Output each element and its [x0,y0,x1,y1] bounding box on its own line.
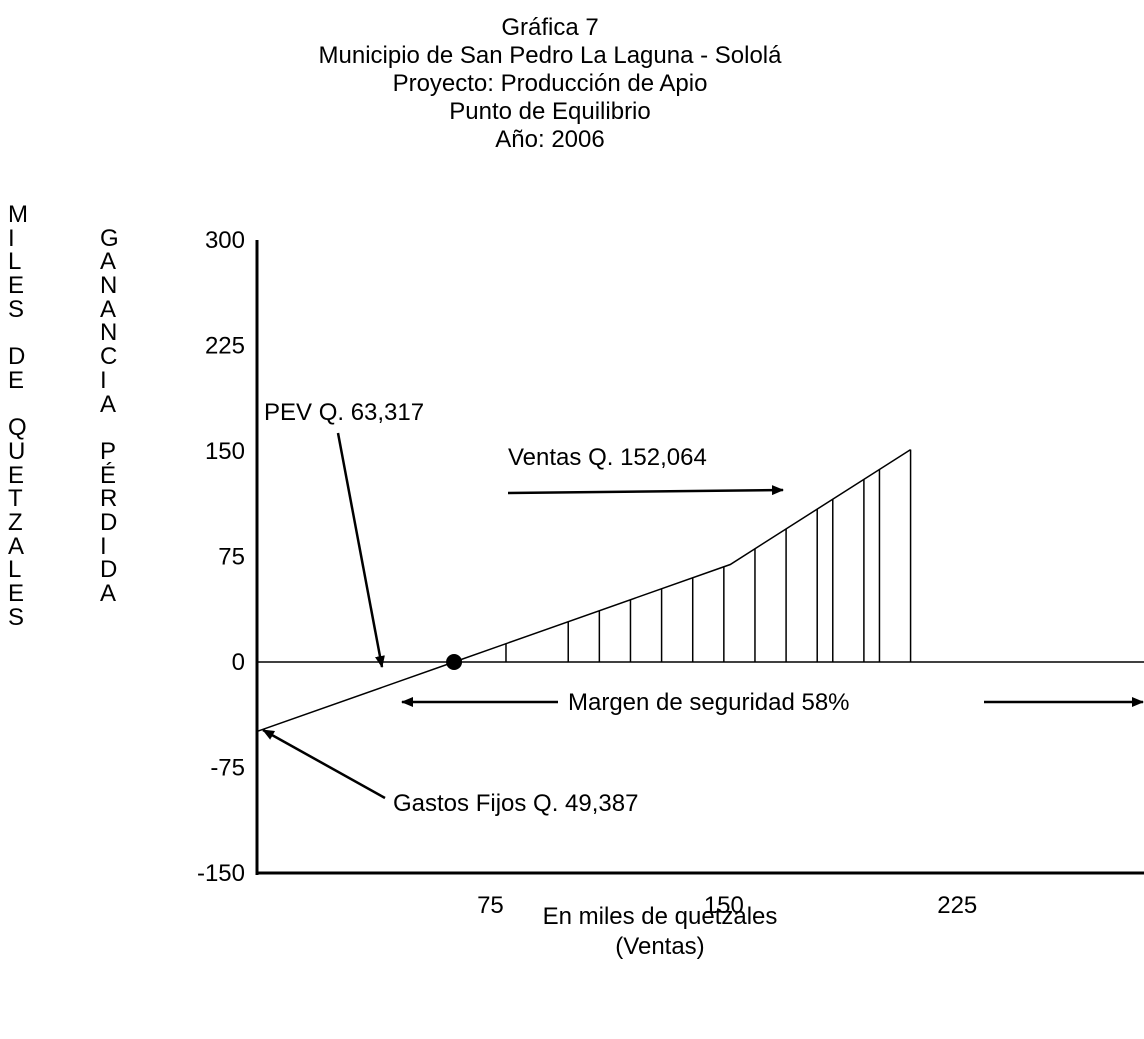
ylabel_outer-letter: M [8,201,28,228]
ylabel_outer-letter: E [8,461,25,489]
title-line-4: Punto de Equilibrio [449,98,651,125]
chart-title-block: Gráfica 7 Municipio de San Pedro La Lagu… [0,14,1100,154]
y-tick-label: -75 [210,755,245,782]
ylabel_inner-letter: I [100,366,107,394]
x-tick-label: 150 [704,892,744,919]
ylabel_outer-letter: E [8,580,25,607]
ylabel_inner-letter: D [100,556,118,584]
pev-arrow [336,432,385,668]
ylabel_outer-letter: D [8,343,26,371]
ylabel_inner-letter: N [100,319,118,347]
y-tick-label: 75 [218,544,245,571]
ylabel_outer-letter: T [8,485,23,513]
pev-annotation: PEV Q. 63,317 [264,399,424,426]
ylabel_inner-letter: A [100,295,117,323]
break-even-point [446,654,463,670]
ylabel_outer-letter: U [8,437,26,465]
gastos-annotation: Gastos Fijos Q. 49,387 [393,790,638,817]
sales-line [256,448,911,733]
y-tick-label: 225 [205,333,245,360]
ylabel_outer-letter: S [8,295,25,323]
ylabel_outer-letter: L [8,248,22,276]
x-tick-label: 225 [937,892,977,919]
x-axis-label: En miles de quetzales (Ventas) [460,902,860,962]
ylabel_inner-letter: D [100,508,118,536]
y-tick-label: 300 [205,227,245,254]
ylabel_outer-letter: L [8,556,22,584]
title-line-1: Gráfica 7 [501,14,599,41]
ventas-annotation: Ventas Q. 152,064 [508,444,707,471]
ylabel_inner-letter: I [100,532,107,560]
ylabel_inner-letter: C [100,343,118,371]
x-tick-label: 75 [477,892,504,919]
x-axis-label-line-1: En miles de quetzales [542,903,778,930]
ylabel_inner-letter: A [100,248,117,276]
y-tick-label: -150 [197,860,245,887]
ylabel_outer-letter: E [8,366,25,394]
title-line-3: Proyecto: Producción de Apio [392,70,708,97]
title-line-2: Municipio de San Pedro La Laguna - Solol… [318,42,782,69]
ylabel_outer-letter: A [8,532,25,560]
ylabel_inner-letter: N [100,272,118,300]
ylabel_outer-letter: E [8,272,25,300]
ventas-arrow [507,485,784,496]
ylabel_outer-letter: Q [8,414,27,442]
ylabel_outer-letter: Z [8,508,23,536]
y-tick-label: 0 [232,649,245,676]
title-line-5: Año: 2006 [495,126,605,153]
margen-annotation: Margen de seguridad 58% [568,689,850,716]
gastos-arrow [262,728,386,800]
y-tick-label: 150 [205,438,245,465]
ylabel_inner-letter: É [100,461,117,489]
ylabel_outer-letter: I [8,224,15,252]
ylabel_inner-letter: A [100,580,117,607]
ylabel_outer-letter: S [8,603,25,631]
ylabel_inner-letter: G [100,224,119,252]
x-axis-label-line-2: (Ventas) [615,933,705,960]
ylabel_inner-letter: R [100,485,118,513]
ylabel_inner-letter: P [100,437,117,465]
ylabel_inner-letter: A [100,390,117,418]
